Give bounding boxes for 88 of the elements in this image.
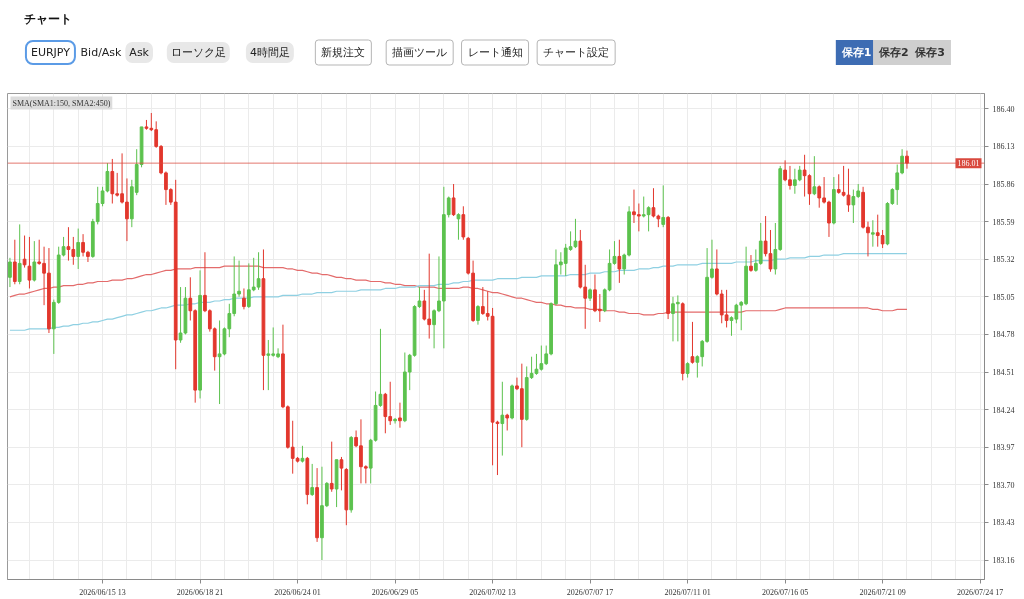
candlestick: [246, 262, 251, 309]
x-tick-label: 2026/06/18 21: [176, 587, 224, 597]
candlestick: [451, 183, 456, 217]
candlestick: [12, 239, 17, 285]
candlestick: [534, 353, 539, 376]
candlestick: [636, 203, 641, 232]
candlestick: [724, 289, 729, 328]
candlestick: [870, 219, 875, 248]
x-tick-label: 2026/07/02 13: [469, 587, 516, 597]
candlestick: [17, 223, 22, 285]
candlestick: [539, 345, 544, 372]
candlestick: [749, 254, 753, 273]
y-tick-label: 183.43: [992, 518, 1015, 528]
candlestick: [32, 240, 37, 282]
x-tick-label: 2026/07/24 17: [956, 587, 1004, 597]
candlestick: [812, 155, 817, 196]
candlestick: [22, 235, 27, 269]
candlestick: [461, 205, 466, 241]
candlestick: [256, 251, 261, 291]
candlestick: [617, 239, 622, 284]
x-tick-label: 2026/06/15 13: [79, 587, 126, 597]
y-tick-label: 185.32: [992, 255, 1015, 265]
text: レート通知: [467, 46, 523, 59]
candlestick: [110, 158, 115, 205]
candlestick: [339, 456, 344, 491]
candlestick: [27, 236, 32, 289]
candlestick: [690, 321, 695, 365]
text: 新規注文: [321, 46, 366, 59]
candlestick: [817, 184, 822, 209]
candlestick: [500, 381, 505, 457]
text: ローソク足: [170, 46, 226, 59]
candlestick: [802, 154, 807, 198]
text: 保存1: [840, 46, 872, 59]
candlestick: [329, 441, 334, 493]
candlestick: [393, 417, 397, 425]
x-tick-label: 2026/07/11 01: [664, 587, 711, 597]
x-tick-label: 2026/06/24 01: [274, 587, 321, 597]
y-tick-label: 185.05: [992, 292, 1015, 302]
candlestick: [217, 319, 222, 405]
text: 保存3: [914, 46, 945, 59]
text: 描画ツール: [392, 46, 448, 59]
candlestick: [456, 212, 461, 241]
y-tick-label: 186.13: [992, 142, 1015, 152]
y-tick-label: 186.40: [992, 104, 1015, 114]
annotation: SMA(SMA1:150, SMA2:450): [12, 98, 111, 108]
candlestick: [807, 173, 812, 206]
x-tick-label: 2026/07/21 09: [859, 587, 906, 597]
y-tick-label: 184.24: [992, 405, 1015, 415]
candlestick: [178, 286, 183, 344]
chart-title: チャート: [23, 11, 72, 26]
candlestick: [76, 228, 81, 270]
candlestick: [851, 189, 856, 224]
candlestick: [768, 229, 773, 273]
ref-line-label: 186.01: [957, 159, 980, 169]
candlestick: [880, 229, 885, 249]
x-tick-label: 2026/06/29 05: [371, 587, 419, 597]
candlestick: [602, 287, 607, 313]
y-tick-label: 183.16: [992, 556, 1015, 565]
candlestick: [383, 392, 388, 434]
y-tick-label: 184.78: [992, 330, 1015, 340]
candlestick: [310, 463, 315, 497]
text: Ask: [129, 46, 150, 59]
candlestick: [266, 339, 271, 391]
candlestick: [646, 205, 651, 232]
text: Bid/Ask: [80, 46, 123, 59]
x-tick-label: 2026/07/07 17: [566, 587, 614, 597]
candlestick: [476, 304, 480, 326]
candlestick: [661, 184, 666, 228]
x-tick-label: 2026/07/16 05: [761, 587, 809, 597]
candlestick: [597, 293, 602, 323]
text: 4時間足: [249, 46, 290, 59]
candlestick: [675, 294, 680, 342]
y-tick-label: 185.59: [992, 217, 1015, 227]
candlestick: [846, 168, 851, 213]
text: チャート設定: [543, 46, 610, 59]
y-tick-label: 184.51: [992, 368, 1015, 378]
candlestick: [8, 257, 12, 288]
y-tick-label: 183.97: [992, 443, 1015, 453]
text: 保存2: [878, 46, 909, 59]
candlestick: [651, 187, 656, 218]
y-tick-label: 183.70: [992, 480, 1015, 490]
y-tick-label: 185.86: [992, 180, 1015, 190]
candlestick: [422, 289, 427, 321]
candlestick: [242, 287, 246, 310]
text: EURJPY: [30, 46, 71, 59]
candlestick: [66, 226, 71, 262]
candlestick: [573, 218, 578, 249]
candlestick: [398, 402, 402, 429]
